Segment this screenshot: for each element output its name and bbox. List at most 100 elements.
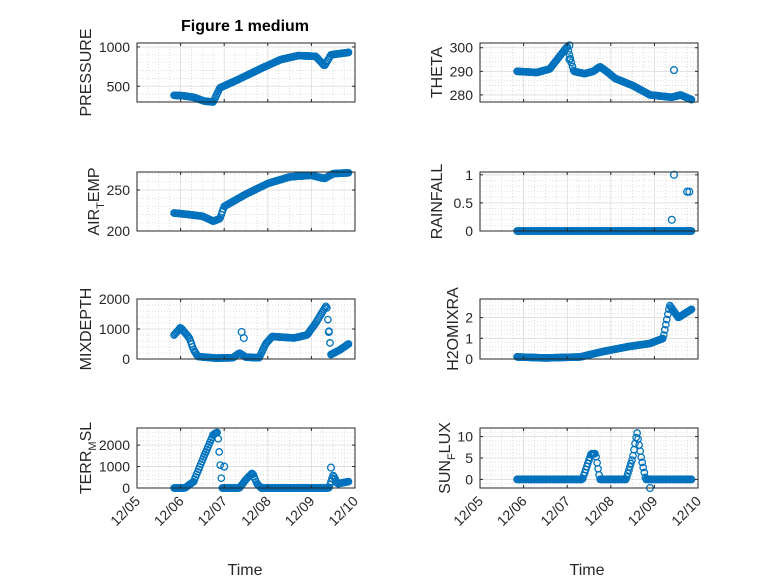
y-axis-label: PRESSURE <box>78 28 95 116</box>
data-markers <box>170 302 353 362</box>
figure-title: Figure 1 medium <box>181 18 309 35</box>
data-point <box>326 463 336 472</box>
axes-box <box>479 298 699 360</box>
data-point <box>324 327 333 337</box>
data-point <box>664 310 672 319</box>
axes-box <box>479 42 699 103</box>
data-point <box>564 47 573 55</box>
data-point <box>685 187 694 196</box>
data-point <box>640 468 649 477</box>
axes-box <box>136 171 356 232</box>
data-point <box>661 320 670 329</box>
y-tick-label: 0 <box>465 471 473 487</box>
data-point <box>639 463 648 472</box>
y-tick-label: 500 <box>107 78 131 94</box>
data-point <box>184 333 193 341</box>
data-point <box>667 215 676 224</box>
x-axis-label-right: Time <box>570 562 605 579</box>
data-point <box>217 474 226 483</box>
data-point <box>215 448 224 456</box>
subplot-rainfall: 0 0.5 1 RAINFALL <box>429 164 699 240</box>
data-point <box>687 475 696 484</box>
data-point <box>662 315 671 324</box>
y-tick-label: 1000 <box>99 321 130 337</box>
axes-box <box>136 42 356 103</box>
data-point <box>626 462 634 471</box>
data-markers <box>170 48 353 106</box>
data-point <box>344 340 353 348</box>
y-tick-label: 280 <box>450 87 474 103</box>
y-axis-label: RAINFALL <box>429 164 446 240</box>
data-point <box>239 333 248 343</box>
y-tick-label: 0 <box>465 223 473 239</box>
y-tick-label: 200 <box>107 223 131 239</box>
data-point <box>624 469 632 478</box>
x-axis-label-left: Time <box>228 562 263 579</box>
y-tick-label: 1000 <box>99 459 130 475</box>
minor-grid <box>137 172 355 232</box>
y-axis-label: MIXDEPTH <box>78 288 95 371</box>
y-tick-label: 1 <box>465 330 473 346</box>
y-tick-label: 5 <box>465 450 473 466</box>
data-markers <box>513 41 696 104</box>
y-axis-label: THETA <box>429 47 446 99</box>
data-point <box>687 95 696 104</box>
axes-box <box>479 171 699 232</box>
y-tick-label: 2000 <box>99 291 130 307</box>
y-axis-label: SUNFLUX <box>437 422 458 494</box>
y-tick-label: 10 <box>457 429 473 445</box>
y-tick-label: 250 <box>107 182 131 198</box>
y-tick-label: 0 <box>122 351 130 367</box>
y-tick-label: 2 <box>465 310 473 326</box>
data-markers <box>170 168 353 225</box>
data-point <box>659 331 668 339</box>
data-point <box>326 339 334 347</box>
axes-box <box>136 427 356 489</box>
y-tick-label: 1 <box>465 167 473 183</box>
y-axis-label: H2OMIXRA <box>445 287 462 371</box>
data-point <box>628 456 636 464</box>
data-point <box>658 334 667 343</box>
data-point <box>669 170 679 179</box>
data-point <box>565 50 574 59</box>
data-point <box>565 55 574 64</box>
data-point <box>344 477 353 486</box>
data-point <box>215 215 224 223</box>
data-markers <box>513 429 696 493</box>
data-point <box>214 434 223 443</box>
data-point <box>627 459 635 468</box>
data-point <box>687 305 696 314</box>
y-axis-label: TERRMSL <box>78 422 99 494</box>
y-tick-label: 300 <box>450 40 474 56</box>
data-point <box>622 473 631 481</box>
data-point <box>324 315 332 324</box>
y-tick-label: 290 <box>450 63 474 79</box>
data-point <box>669 66 679 75</box>
y-tick-label: 0 <box>122 480 130 496</box>
y-tick-label: 1000 <box>99 39 130 55</box>
y-tick-label: 0.5 <box>454 195 474 211</box>
data-point <box>625 466 633 475</box>
data-point <box>566 54 575 63</box>
data-point <box>216 461 225 469</box>
data-point <box>565 41 574 50</box>
data-markers <box>513 301 696 362</box>
y-tick-label: 2000 <box>99 437 130 453</box>
data-point <box>638 458 647 467</box>
data-point <box>344 48 353 57</box>
data-point <box>344 168 353 177</box>
data-point <box>220 462 229 471</box>
data-point <box>637 453 646 462</box>
data-point <box>632 433 640 442</box>
data-point <box>323 304 331 312</box>
data-point <box>660 326 669 334</box>
y-axis-label: AIRTEMP <box>86 167 107 235</box>
y-tick-label: 0 <box>465 351 473 367</box>
